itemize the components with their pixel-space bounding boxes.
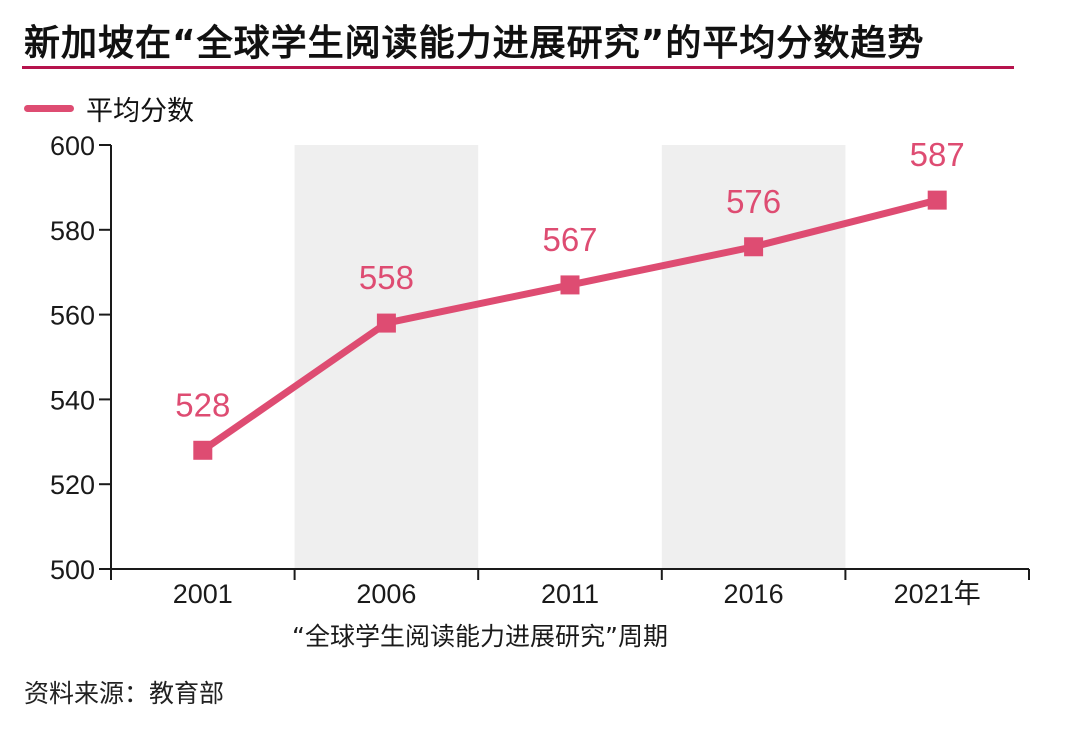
x-tick-label: 2001 [173,579,233,609]
source-note: 资料来源：教育部 [24,679,225,708]
data-label: 528 [175,386,230,423]
chart-title: 新加坡在“全球学生阅读能力进展研究”的平均分数趋势 [24,23,925,64]
y-tick-label: 600 [50,131,95,161]
y-tick-label: 560 [50,301,95,331]
background-band [661,145,846,569]
x-tick-label: 2006 [356,579,416,609]
y-tick-label: 500 [50,555,95,585]
y-tick-label: 520 [50,470,95,500]
legend: 平均分数 [24,88,194,128]
x-tick-label: 2011 [541,579,599,609]
title-underline [22,66,1014,69]
data-point-marker [560,275,580,295]
data-label: 567 [542,221,597,258]
data-label: 558 [359,259,414,296]
y-tick-label: 580 [50,216,95,246]
x-axis-title: “全球学生阅读能力进展研究”周期 [292,622,668,651]
legend-label: 平均分数 [86,95,194,127]
legend-swatch [24,104,74,112]
data-point-marker [927,190,947,210]
data-point-marker [744,237,764,257]
x-tick-label: 2016 [724,579,784,609]
data-label: 576 [726,183,781,220]
background-band [294,145,479,569]
data-label: 587 [910,136,965,173]
data-point-marker [193,440,213,460]
x-tick-label: 2021年 [894,579,981,609]
data-point-marker [376,313,396,333]
y-tick-label: 540 [50,385,95,415]
